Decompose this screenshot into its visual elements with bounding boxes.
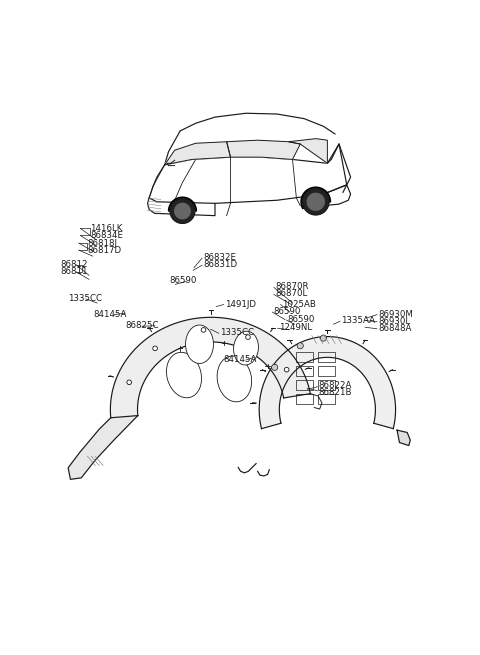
Text: 86831D: 86831D (203, 260, 237, 269)
Polygon shape (110, 317, 311, 418)
Bar (296, 352, 313, 362)
Ellipse shape (217, 356, 252, 402)
Polygon shape (259, 337, 396, 428)
Text: 86870L: 86870L (275, 290, 307, 299)
Bar (296, 365, 313, 376)
Bar (318, 394, 335, 403)
Text: 1491JD: 1491JD (225, 299, 256, 309)
Polygon shape (68, 416, 138, 479)
Polygon shape (165, 141, 230, 165)
Text: 1249NL: 1249NL (279, 324, 312, 332)
Bar (296, 394, 313, 403)
Circle shape (127, 380, 132, 384)
Ellipse shape (167, 352, 202, 398)
Text: 86590: 86590 (288, 315, 315, 324)
Polygon shape (227, 140, 300, 159)
Text: 84145A: 84145A (94, 310, 127, 318)
Text: 84145A: 84145A (224, 355, 257, 364)
Polygon shape (397, 430, 410, 445)
Text: 1335CC: 1335CC (68, 294, 102, 303)
Text: 86930L: 86930L (378, 316, 410, 326)
Text: 86870R: 86870R (275, 282, 309, 291)
Text: 86818J: 86818J (87, 238, 118, 248)
Circle shape (201, 328, 206, 332)
Polygon shape (288, 139, 327, 163)
Ellipse shape (234, 331, 258, 365)
Polygon shape (301, 187, 330, 208)
Bar (296, 380, 313, 390)
Bar (318, 365, 335, 376)
Text: 1025AB: 1025AB (282, 299, 315, 309)
Text: 1335CC: 1335CC (220, 328, 254, 337)
Polygon shape (302, 189, 329, 215)
Text: 86832E: 86832E (203, 253, 236, 262)
Text: 86811: 86811 (60, 267, 87, 276)
Text: 86848A: 86848A (378, 324, 411, 333)
Bar (318, 352, 335, 362)
Text: 86822A: 86822A (319, 381, 352, 390)
Text: 1335AA: 1335AA (341, 316, 375, 325)
Text: 86821B: 86821B (319, 388, 352, 397)
Circle shape (284, 367, 289, 372)
Circle shape (272, 364, 278, 371)
Ellipse shape (186, 325, 214, 364)
Polygon shape (168, 197, 196, 211)
Polygon shape (147, 113, 350, 215)
Text: 86930M: 86930M (378, 310, 413, 318)
Polygon shape (307, 193, 324, 210)
Circle shape (321, 335, 326, 341)
Text: 1416LK: 1416LK (91, 224, 123, 233)
Text: 86812: 86812 (60, 260, 87, 269)
Text: 86834E: 86834E (91, 231, 123, 240)
Text: 86590: 86590 (274, 307, 301, 316)
Text: 86817D: 86817D (87, 246, 121, 255)
Polygon shape (175, 203, 190, 219)
Polygon shape (170, 198, 195, 223)
Circle shape (246, 335, 250, 339)
Circle shape (297, 343, 303, 349)
Text: 86825C: 86825C (125, 321, 158, 330)
Text: 86590: 86590 (169, 276, 197, 286)
Circle shape (153, 346, 157, 350)
Bar (318, 380, 335, 390)
